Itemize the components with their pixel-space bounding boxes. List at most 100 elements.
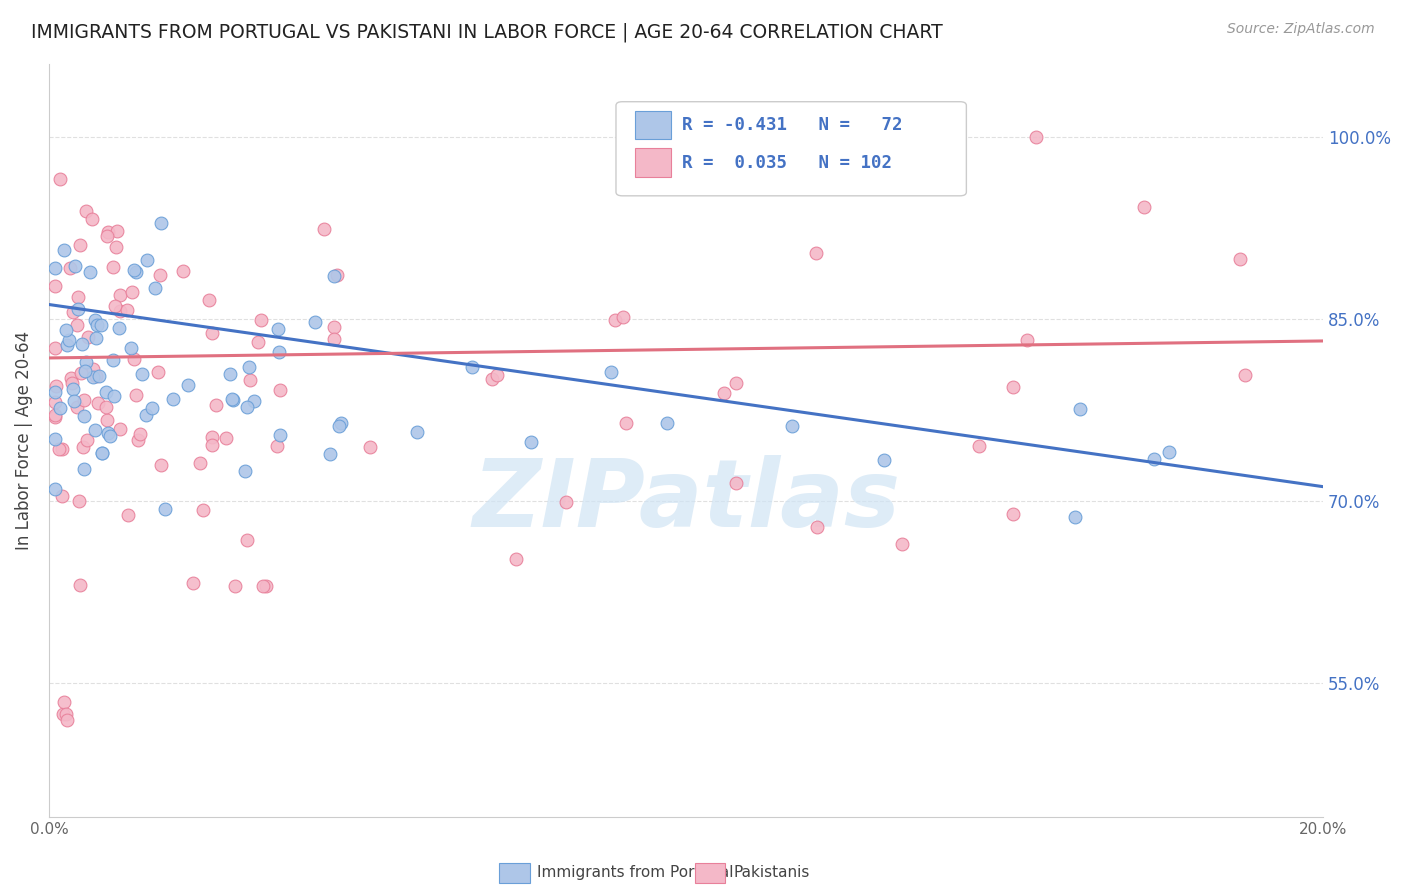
Point: [614, 416, 637, 430]
Point: [97, 426, 120, 441]
Point: [44, 482, 66, 496]
Point: [162, 392, 184, 406]
Point: [103, 389, 125, 403]
Point: [59, 371, 82, 385]
Point: [312, 222, 335, 236]
Point: [603, 312, 626, 326]
Point: [86, 318, 108, 332]
Point: [143, 281, 166, 295]
Point: [84, 330, 107, 344]
Point: [56, 713, 79, 727]
Point: [44, 341, 66, 355]
FancyBboxPatch shape: [636, 148, 671, 177]
Point: [49, 172, 72, 186]
Point: [98, 429, 121, 443]
Text: R = -0.431   N =   72: R = -0.431 N = 72: [682, 116, 903, 134]
Point: [56, 338, 79, 352]
Point: [200, 437, 222, 451]
Point: [62, 393, 84, 408]
Point: [75, 355, 97, 369]
Point: [242, 393, 264, 408]
FancyBboxPatch shape: [616, 102, 966, 196]
Point: [325, 268, 347, 282]
Point: [94, 385, 117, 400]
Text: ZIPatlas: ZIPatlas: [472, 455, 900, 547]
Point: [219, 368, 242, 382]
Point: [82, 370, 104, 384]
Point: [247, 335, 270, 350]
Point: [108, 321, 131, 335]
Point: [149, 216, 172, 230]
Point: [481, 372, 503, 386]
Point: [136, 252, 159, 267]
Point: [201, 430, 224, 444]
Point: [224, 579, 246, 593]
Point: [77, 329, 100, 343]
Point: [62, 305, 84, 319]
Point: [69, 578, 91, 592]
Point: [104, 299, 127, 313]
Point: [108, 287, 131, 301]
Point: [127, 434, 149, 448]
Point: [84, 313, 107, 327]
Point: [1229, 252, 1251, 267]
Point: [55, 323, 77, 337]
Point: [73, 461, 96, 475]
Point: [52, 706, 75, 721]
Point: [486, 368, 509, 382]
Point: [254, 579, 277, 593]
Point: [96, 400, 118, 414]
Point: [73, 363, 96, 377]
Text: Pakistanis: Pakistanis: [734, 865, 810, 880]
Point: [117, 508, 139, 523]
Point: [1015, 333, 1038, 347]
Point: [122, 351, 145, 366]
Point: [70, 366, 93, 380]
Point: [323, 269, 346, 284]
Point: [1133, 200, 1156, 214]
Point: [73, 392, 96, 407]
Point: [304, 315, 326, 329]
Point: [91, 446, 114, 460]
Point: [48, 442, 70, 456]
Point: [44, 395, 66, 409]
Point: [87, 369, 110, 384]
Point: [72, 440, 94, 454]
Text: R =  0.035   N = 102: R = 0.035 N = 102: [682, 153, 893, 171]
Point: [725, 376, 748, 391]
Point: [51, 489, 73, 503]
Point: [66, 400, 89, 414]
Point: [1025, 130, 1047, 145]
Point: [146, 365, 169, 379]
Point: [80, 212, 103, 227]
Point: [600, 365, 623, 379]
Point: [73, 409, 96, 423]
Point: [104, 240, 127, 254]
Point: [191, 503, 214, 517]
Point: [66, 318, 89, 333]
Point: [1143, 451, 1166, 466]
Point: [141, 401, 163, 416]
Point: [44, 408, 66, 422]
Point: [52, 695, 75, 709]
Point: [967, 439, 990, 453]
Point: [172, 264, 194, 278]
Point: [60, 376, 83, 390]
FancyBboxPatch shape: [636, 111, 671, 139]
Point: [233, 464, 256, 478]
Point: [657, 416, 679, 430]
Point: [201, 326, 224, 340]
Point: [90, 318, 112, 332]
Point: [101, 353, 124, 368]
Point: [125, 265, 148, 279]
Point: [96, 413, 118, 427]
Point: [1002, 507, 1025, 521]
Point: [129, 426, 152, 441]
Point: [1157, 444, 1180, 458]
Point: [66, 302, 89, 317]
Point: [51, 442, 73, 456]
Point: [79, 265, 101, 279]
Point: [214, 431, 236, 445]
Point: [121, 285, 143, 299]
Point: [115, 302, 138, 317]
